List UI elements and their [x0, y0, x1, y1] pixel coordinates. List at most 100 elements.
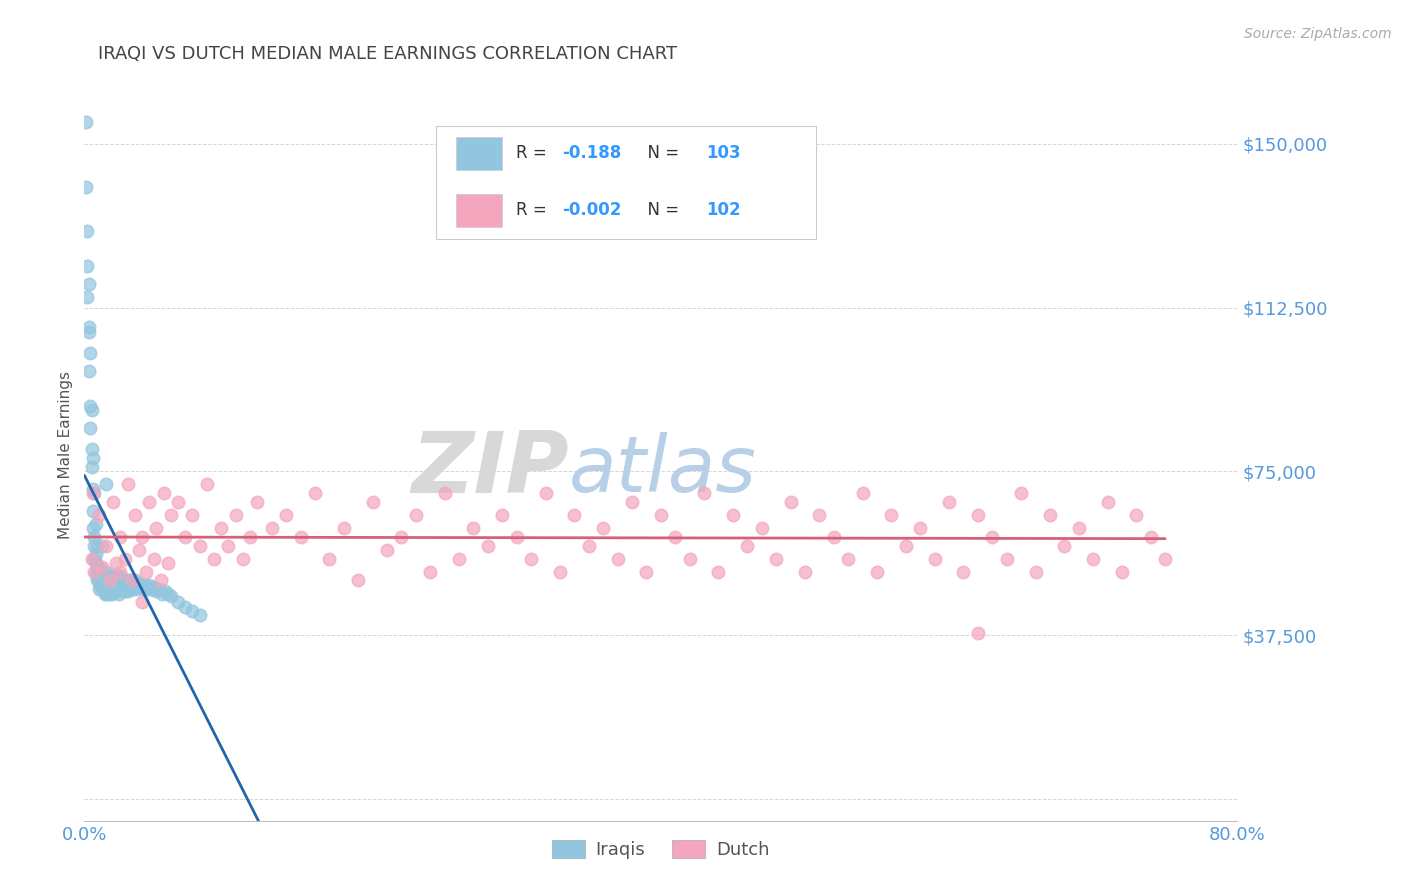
- Point: [111, 574, 134, 588]
- Point: [145, 521, 167, 535]
- Point: [347, 574, 370, 588]
- Point: [621, 495, 644, 509]
- Point: [112, 575, 135, 590]
- Point: [82, 503, 104, 517]
- Bar: [456, 194, 502, 227]
- Point: [121, 574, 143, 588]
- Point: [103, 569, 124, 583]
- Point: [77, 364, 100, 378]
- Point: [107, 574, 129, 588]
- Point: [90, 582, 112, 597]
- Point: [209, 521, 232, 535]
- Point: [1083, 551, 1105, 566]
- Point: [83, 565, 105, 579]
- Point: [107, 584, 129, 599]
- Point: [142, 551, 165, 566]
- Point: [131, 530, 153, 544]
- Point: [83, 486, 105, 500]
- Point: [138, 495, 160, 509]
- Point: [108, 574, 131, 588]
- Point: [97, 586, 120, 600]
- Point: [290, 530, 312, 544]
- Point: [765, 551, 787, 566]
- Point: [83, 530, 105, 544]
- Point: [134, 578, 156, 592]
- Point: [534, 486, 557, 500]
- Point: [110, 582, 132, 597]
- Point: [87, 560, 110, 574]
- Point: [952, 565, 974, 579]
- Point: [1125, 508, 1147, 522]
- Point: [721, 508, 744, 522]
- Point: [1111, 565, 1133, 579]
- Point: [117, 584, 139, 599]
- Point: [1053, 539, 1076, 553]
- Point: [606, 551, 628, 566]
- Point: [160, 508, 183, 522]
- Point: [981, 530, 1004, 544]
- Point: [202, 551, 225, 566]
- Point: [86, 539, 108, 553]
- Point: [1067, 521, 1090, 535]
- Point: [693, 486, 716, 500]
- Point: [94, 578, 117, 592]
- Point: [97, 574, 120, 588]
- Point: [84, 565, 107, 579]
- Point: [82, 521, 104, 535]
- Text: -0.188: -0.188: [561, 145, 621, 162]
- Point: [121, 582, 143, 597]
- Point: [80, 459, 103, 474]
- Point: [132, 582, 155, 597]
- Point: [592, 521, 614, 535]
- Point: [260, 521, 283, 535]
- Point: [82, 482, 104, 496]
- Point: [77, 325, 100, 339]
- Point: [156, 556, 179, 570]
- Point: [894, 539, 917, 553]
- Point: [103, 495, 124, 509]
- Text: R =: R =: [516, 145, 551, 162]
- Point: [110, 569, 132, 583]
- Point: [136, 582, 159, 597]
- Point: [995, 551, 1018, 566]
- Point: [90, 574, 112, 588]
- Point: [83, 539, 105, 553]
- Point: [808, 508, 831, 522]
- Point: [156, 586, 179, 600]
- Point: [105, 556, 128, 570]
- Point: [84, 547, 107, 561]
- Point: [1025, 565, 1047, 579]
- Point: [76, 290, 98, 304]
- Point: [375, 542, 398, 557]
- Point: [181, 604, 204, 618]
- Point: [80, 551, 103, 566]
- Point: [103, 578, 124, 592]
- Point: [124, 508, 146, 522]
- Text: 102: 102: [706, 202, 741, 219]
- Point: [361, 495, 384, 509]
- Point: [87, 565, 110, 579]
- Point: [86, 560, 108, 574]
- Point: [89, 569, 111, 583]
- Point: [94, 477, 117, 491]
- Point: [135, 565, 157, 579]
- Point: [125, 582, 148, 597]
- Point: [779, 495, 801, 509]
- Point: [188, 608, 211, 623]
- Point: [650, 508, 672, 522]
- Point: [94, 565, 117, 579]
- Point: [153, 584, 176, 599]
- Point: [94, 586, 117, 600]
- Point: [117, 574, 139, 588]
- Point: [152, 486, 174, 500]
- Point: [564, 508, 586, 522]
- Point: [87, 574, 110, 588]
- Point: [967, 508, 990, 522]
- Point: [98, 569, 121, 583]
- Point: [506, 530, 529, 544]
- Point: [138, 578, 160, 592]
- Point: [225, 508, 247, 522]
- Text: N =: N =: [637, 145, 683, 162]
- Point: [96, 582, 118, 597]
- Point: [135, 580, 157, 594]
